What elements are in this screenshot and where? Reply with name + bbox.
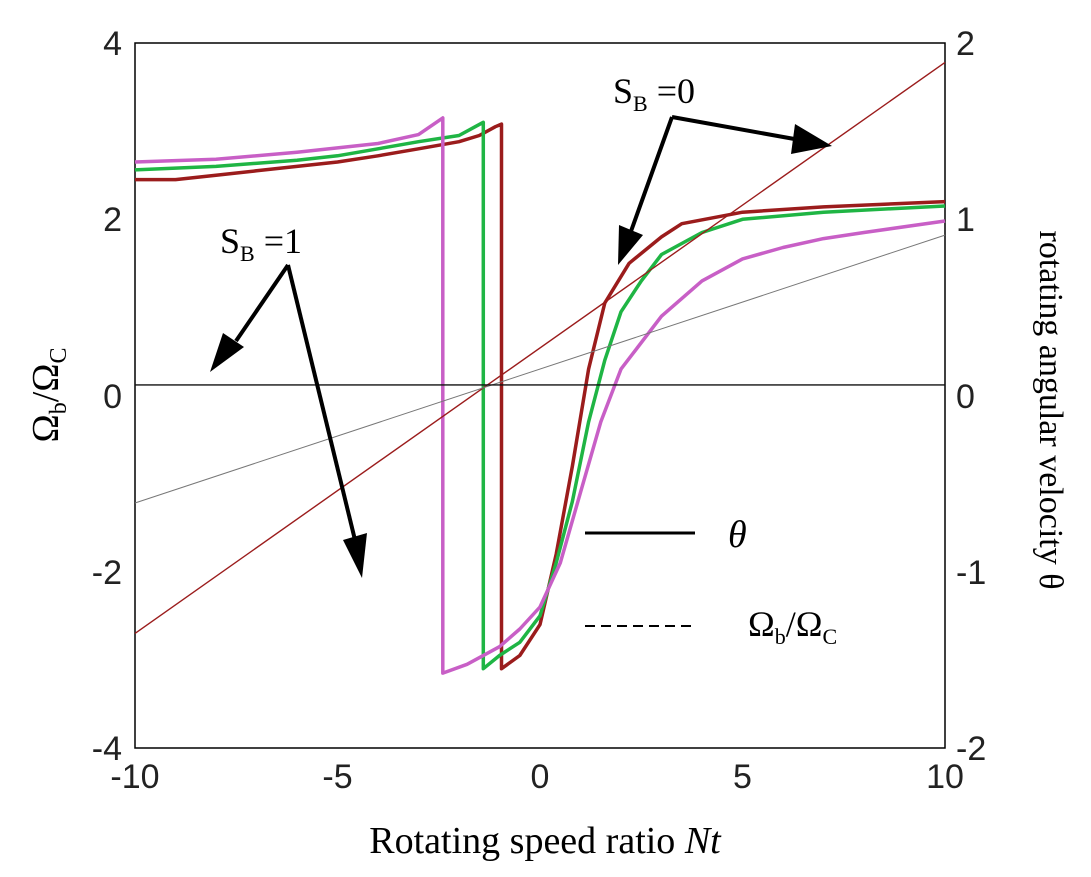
theta-line-3 <box>134 61 946 634</box>
x-tick-label: -5 <box>322 758 352 796</box>
x-tick-label: 10 <box>926 758 964 796</box>
y-right-tick-label: 2 <box>956 25 975 63</box>
x-tick-label: 5 <box>733 758 752 796</box>
annotation-sb1-label: SB =1 <box>220 221 302 266</box>
x-axis-label: Rotating speed ratio Nt <box>369 820 722 862</box>
plot-frame <box>134 42 946 749</box>
y-ticks-right: -2 -1 0 1 2 <box>956 25 986 768</box>
omega-curve-1 <box>134 120 946 671</box>
arrow-shaft <box>286 264 357 541</box>
y-left-tick-label: -2 <box>92 554 122 592</box>
x-tick-label: -10 <box>110 758 159 796</box>
y-right-tick-label: -2 <box>956 730 986 768</box>
x-tick-label: 0 <box>531 758 550 796</box>
y-right-tick-label: 1 <box>956 201 975 239</box>
arrow-shaft <box>671 115 801 142</box>
arrow-shaft <box>234 263 290 343</box>
y-left-tick-label: -4 <box>92 730 122 768</box>
arrow-head <box>791 124 832 154</box>
arrow-head <box>618 225 643 265</box>
theta-line-4 <box>134 234 946 504</box>
y-right-tick-label: -1 <box>956 554 986 592</box>
x-ticks: -10 -5 0 5 10 <box>110 758 963 796</box>
annotation-sb0: SB =0 <box>613 71 832 265</box>
arrow-head <box>343 533 367 578</box>
series-group <box>134 61 946 675</box>
legend: θ Ωb/ΩC <box>585 514 837 649</box>
y-ticks-left: -4 -2 0 2 4 <box>92 25 122 768</box>
legend-omega-label: Ωb/ΩC <box>748 604 837 649</box>
y-axis-left-label: Ωb/ΩC <box>25 347 72 442</box>
arrow-head <box>210 333 244 372</box>
annotation-sb1: SB =1 <box>210 221 367 578</box>
omega-curve-2 <box>134 116 946 675</box>
y-left-tick-label: 0 <box>103 378 122 416</box>
omega-curve-0 <box>135 122 946 671</box>
y-left-tick-label: 4 <box>103 25 122 63</box>
legend-theta-label: θ <box>728 514 747 556</box>
y-right-tick-label: 0 <box>956 378 975 416</box>
arrow-shaft <box>628 116 674 235</box>
y-axis-right-label: rotating angular velocity θ <box>1032 230 1069 589</box>
y-left-tick-label: 2 <box>103 201 122 239</box>
annotation-sb0-label: SB =0 <box>613 71 695 116</box>
